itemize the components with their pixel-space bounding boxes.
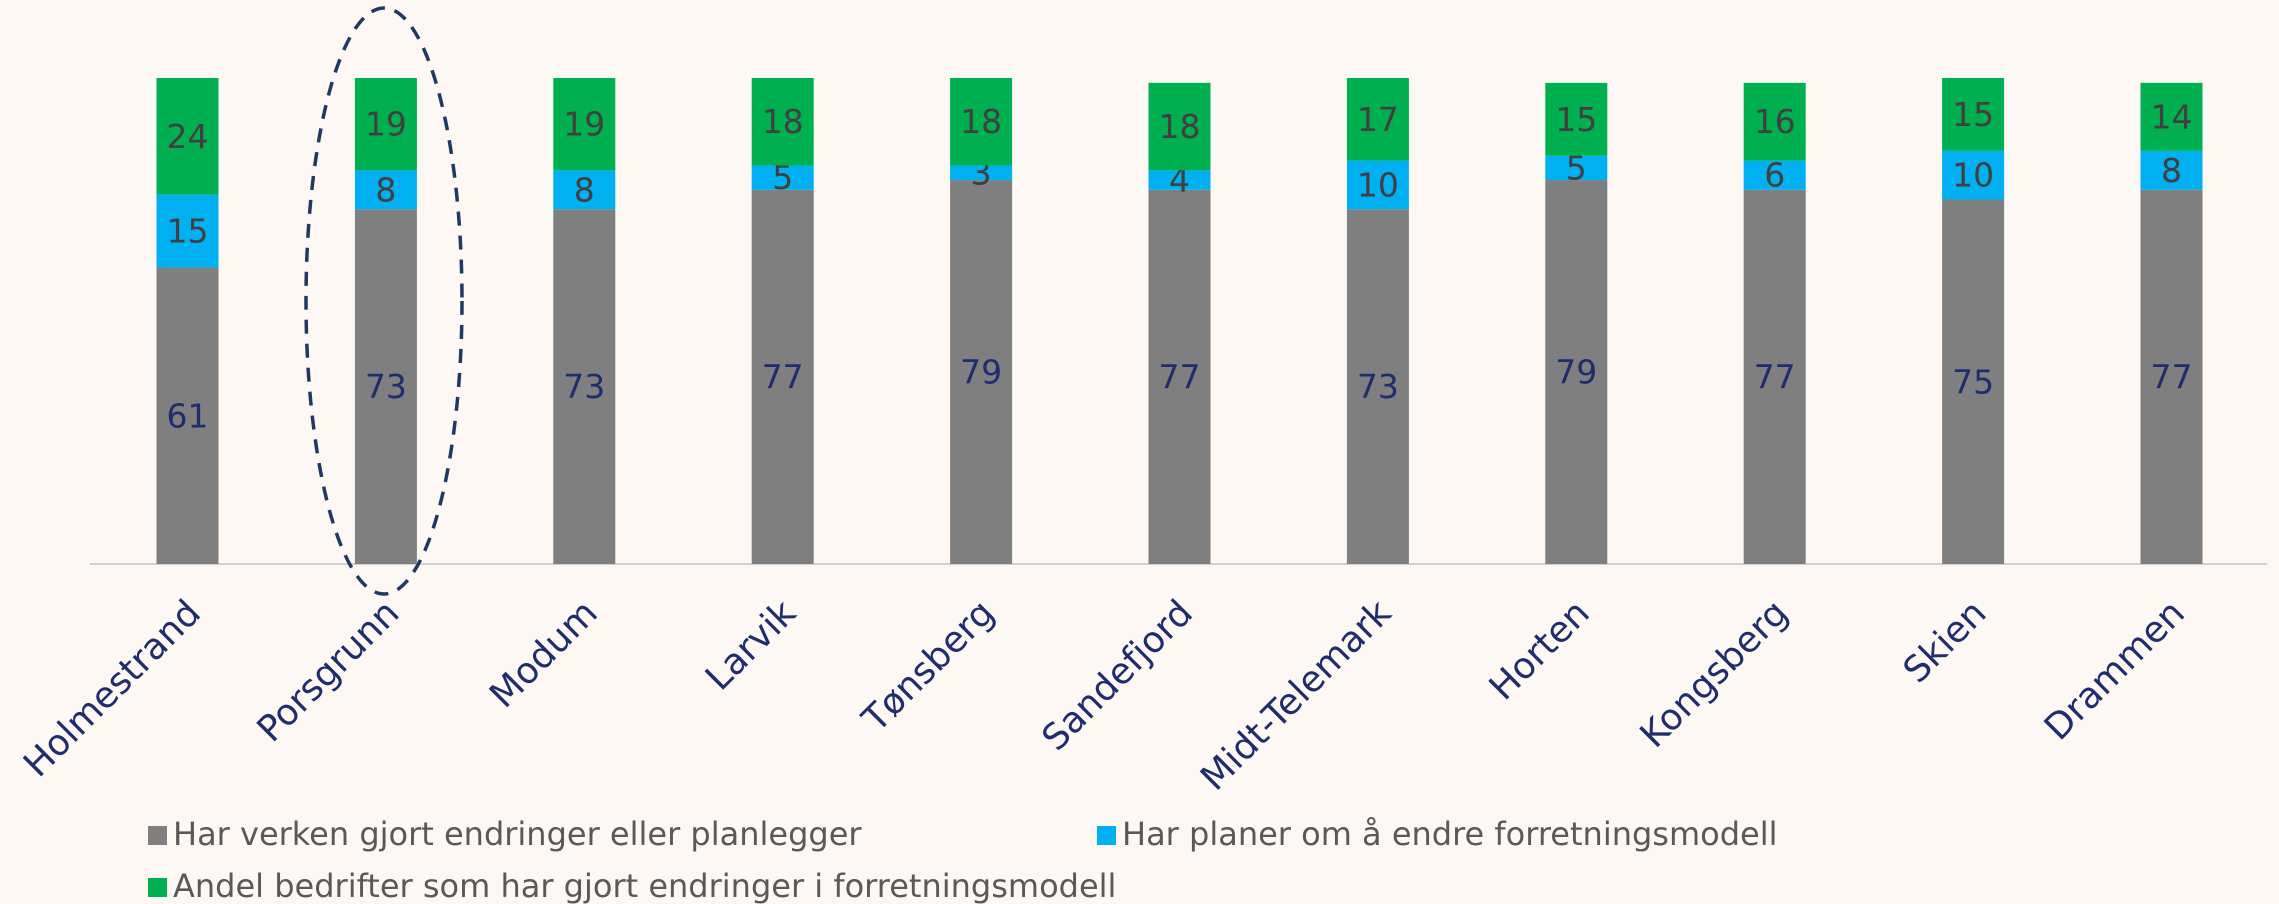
- value-label: 15: [1555, 100, 1597, 139]
- legend-swatch: [148, 878, 167, 897]
- value-label: 77: [1159, 357, 1201, 396]
- bar-segment: [1942, 78, 2005, 151]
- bar-segment: [156, 78, 219, 195]
- bar-segment: [950, 180, 1013, 564]
- value-label: 77: [2151, 357, 2193, 396]
- bar-segment: [1148, 82, 1211, 171]
- value-label: 79: [960, 353, 1002, 392]
- bar-segment: [1545, 155, 1608, 181]
- value-label: 18: [960, 102, 1002, 141]
- bar-segment: [354, 170, 417, 210]
- value-label: 8: [375, 170, 396, 209]
- value-label: 75: [1952, 362, 1994, 401]
- value-label: 8: [574, 170, 595, 209]
- value-label: 15: [167, 212, 209, 251]
- bar-segment: [156, 267, 219, 564]
- value-label: 77: [1754, 357, 1796, 396]
- value-label: 5: [772, 158, 793, 197]
- bar-segment: [1545, 82, 1608, 156]
- bar-segment: [751, 189, 814, 564]
- value-label: 19: [563, 105, 605, 144]
- value-label: 14: [2151, 97, 2193, 136]
- value-label: 77: [762, 357, 804, 396]
- legend-label: Har verken gjort endringer eller planleg…: [173, 815, 862, 853]
- bar-segment: [1148, 189, 1211, 564]
- bar-segment: [950, 78, 1013, 166]
- legend-label: Har planer om å endre forretningsmodell: [1122, 815, 1778, 853]
- value-label: 73: [1357, 367, 1399, 406]
- bar-segment: [1346, 78, 1409, 161]
- value-label: 61: [167, 396, 209, 435]
- bar-segment: [553, 78, 616, 171]
- bar-segment: [2140, 82, 2203, 151]
- value-label: 6: [1764, 156, 1785, 195]
- bar-segment: [354, 209, 417, 564]
- value-label: 8: [2161, 151, 2182, 190]
- value-label: 10: [1357, 165, 1399, 204]
- value-label: 19: [365, 105, 407, 144]
- bar-segment: [553, 170, 616, 210]
- bar-segment: [751, 165, 814, 190]
- value-label: 17: [1357, 100, 1399, 139]
- bar-segment: [553, 209, 616, 564]
- bar-segment: [751, 78, 814, 166]
- value-label: 10: [1952, 156, 1994, 195]
- legend-swatch: [1097, 826, 1116, 845]
- highlight-ellipse: [304, 6, 464, 596]
- bar-segment: [2140, 150, 2203, 190]
- bar-segment: [354, 78, 417, 171]
- value-label: 73: [563, 367, 605, 406]
- value-label: 18: [762, 102, 804, 141]
- legend-label: Andel bedrifter som har gjort endringer …: [173, 867, 1116, 904]
- bar-segment: [1346, 209, 1409, 564]
- value-label: 73: [365, 367, 407, 406]
- bar-segment: [156, 194, 219, 268]
- bar-segment: [1545, 180, 1608, 564]
- value-label: 15: [1952, 95, 1994, 134]
- bar-segment: [1148, 170, 1211, 190]
- bar-segment: [1743, 160, 1806, 190]
- bar-segment: [1346, 160, 1409, 210]
- bar-segment: [950, 165, 1013, 181]
- legend-swatch: [148, 826, 167, 845]
- value-label: 79: [1555, 353, 1597, 392]
- bar-segment: [1942, 199, 2005, 564]
- value-label: 5: [1566, 148, 1587, 187]
- bar-segment: [1942, 150, 2005, 200]
- bar-segment: [1743, 82, 1806, 161]
- bar-segment: [1743, 189, 1806, 564]
- value-label: 24: [167, 117, 209, 156]
- value-label: 16: [1754, 102, 1796, 141]
- bar-segment: [2140, 189, 2203, 564]
- value-label: 18: [1159, 107, 1201, 146]
